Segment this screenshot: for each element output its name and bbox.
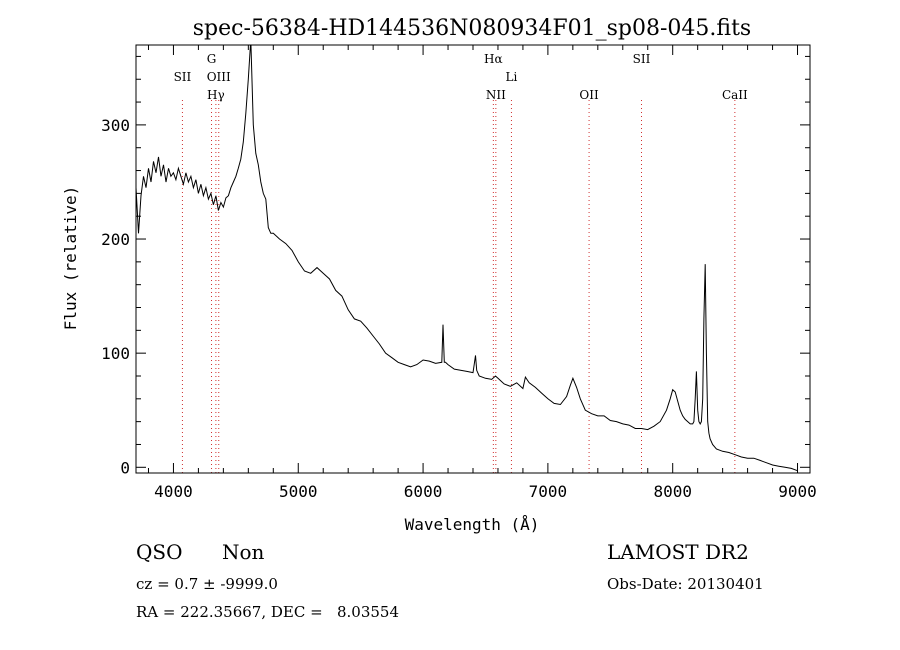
line-label: SII xyxy=(633,52,651,66)
object-class: QSO xyxy=(136,540,183,564)
line-label: SII xyxy=(174,70,192,84)
line-label: Hγ xyxy=(207,88,225,102)
spectrum-line xyxy=(136,45,798,472)
y-axis-label: Flux (relative) xyxy=(61,186,80,331)
coordinates: RA = 222.35667, DEC = 8.03554 xyxy=(136,603,400,621)
y-tick-label: 100 xyxy=(101,344,130,363)
x-tick-label: 6000 xyxy=(404,482,443,501)
redshift-value: cz = 0.7 ± -9999.0 xyxy=(136,575,278,593)
observation-date: Obs-Date: 20130401 xyxy=(607,575,764,593)
x-tick-label: 5000 xyxy=(279,482,318,501)
chart-title: spec-56384-HD144536N080934F01_sp08-045.f… xyxy=(193,16,751,41)
y-tick-label: 300 xyxy=(101,116,130,135)
line-label: OIII xyxy=(207,70,231,84)
x-tick-label: 9000 xyxy=(778,482,817,501)
x-tick-label: 7000 xyxy=(529,482,568,501)
line-label: CaII xyxy=(722,88,748,102)
plot-frame xyxy=(135,44,811,474)
object-subclass: Non xyxy=(222,540,265,564)
line-label: OII xyxy=(579,88,599,102)
survey-name: LAMOST DR2 xyxy=(607,540,749,564)
x-axis-label: Wavelength (Å) xyxy=(405,515,540,534)
x-tick-label: 8000 xyxy=(653,482,692,501)
line-label: Hα xyxy=(484,52,503,66)
x-tick-label: 4000 xyxy=(154,482,193,501)
y-tick-label: 0 xyxy=(120,458,130,477)
line-label: G xyxy=(207,52,217,66)
y-tick-label: 200 xyxy=(101,230,130,249)
line-label: NII xyxy=(486,88,506,102)
line-label: Li xyxy=(506,70,518,84)
